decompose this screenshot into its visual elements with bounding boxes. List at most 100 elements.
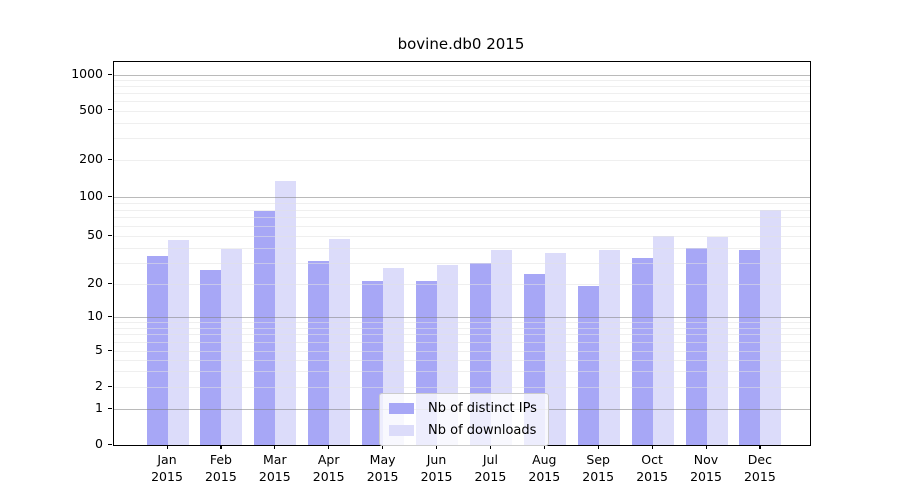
x-axis-tick-label: Feb 2015 [191,451,251,485]
legend-item-downloads: Nb of downloads [389,423,537,438]
x-tick-year: 2015 [151,469,183,484]
bar-distinct-ips-sep [577,286,599,445]
legend-label: Nb of downloads [428,423,537,438]
legend-item-distinct-ips: Nb of distinct IPs [389,401,537,416]
gridline-minor-300 [114,138,810,140]
bar-downloads-oct [652,236,674,445]
x-tick-month: Aug [532,452,557,467]
gridline-minor-900 [114,80,810,82]
x-axis-tick-label: May 2015 [353,451,413,485]
x-tick-month: Dec [747,452,772,467]
bar-downloads-feb [221,249,243,445]
x-tick-aug [543,445,545,449]
x-axis-tick-label: Apr 2015 [299,451,359,485]
legend-swatch-distinct-ips [389,403,414,414]
y-tick-200 [108,158,112,160]
y-axis-tick-label: 10 [87,308,103,323]
x-axis-tick-label: Dec 2015 [730,451,790,485]
x-tick-year: 2015 [743,469,776,484]
x-tick-mar [274,445,276,449]
bar-downloads-mar [275,180,297,445]
gridline-minor-700 [114,93,810,95]
gridline-major-1000 [114,75,810,76]
x-tick-month: Mar [263,452,287,467]
y-tick-20 [108,282,112,284]
gridline-minor-90 [114,202,810,204]
x-tick-month: Jul [482,452,498,467]
x-tick-year: 2015 [474,469,507,484]
x-tick-jan [166,445,168,449]
x-tick-dec [759,445,761,449]
chart-title: bovine.db0 2015 [397,35,525,53]
x-tick-sep [597,445,599,449]
x-tick-jun [436,445,438,449]
gridline-minor-400 [114,122,810,124]
x-tick-year: 2015 [312,469,345,484]
x-tick-year: 2015 [582,469,615,484]
y-axis-tick-label: 100 [79,188,103,203]
y-axis-tick-label: 1000 [71,66,103,81]
gridline-major-100 [114,197,810,198]
bar-distinct-ips-feb [200,270,222,445]
x-tick-may [382,445,384,449]
x-tick-month: Jan [157,452,177,467]
y-axis-tick-label: 2 [95,378,103,393]
x-axis-tick-label: Nov 2015 [676,451,736,485]
y-tick-1000 [108,73,112,75]
x-axis-tick-label: Oct 2015 [622,451,682,485]
x-tick-year: 2015 [636,469,668,484]
y-tick-1 [108,407,112,409]
bar-downloads-apr [329,239,351,445]
bar-distinct-ips-mar [254,210,276,445]
y-tick-0 [108,443,112,445]
y-axis-tick-label: 50 [87,227,103,242]
x-tick-feb [220,445,222,449]
x-tick-nov [705,445,707,449]
y-tick-10 [108,315,112,317]
x-tick-month: Feb [209,452,232,467]
bar-downloads-aug [544,253,566,445]
bar-distinct-ips-jan [146,256,168,445]
y-tick-2 [108,385,112,387]
x-axis-tick-label: Aug 2015 [514,451,574,485]
x-tick-month: Nov [693,452,719,467]
legend-label: Nb of distinct IPs [428,401,537,416]
x-tick-month: Jun [426,452,447,467]
legend: Nb of distinct IPs Nb of downloads [379,393,549,446]
gridline-minor-60 [114,225,810,227]
bar-downloads-jan [167,240,189,445]
y-tick-100 [108,195,112,197]
y-tick-5 [108,349,112,351]
x-tick-month: May [369,452,396,467]
gridline-minor-500 [114,110,810,112]
y-axis-tick-label: 1 [95,400,103,415]
x-axis-tick-label: Mar 2015 [245,451,305,485]
gridline-minor-70 [114,217,810,219]
bar-downloads-nov [706,237,728,445]
gridline-minor-600 [114,101,810,103]
y-axis-tick-label: 200 [79,151,103,166]
x-axis-tick-label: Jun 2015 [407,451,467,485]
y-axis-tick-label: 500 [79,101,103,117]
y-axis-tick-label: 5 [95,342,103,357]
bar-distinct-ips-apr [308,261,330,445]
x-tick-oct [651,445,653,449]
bar-downloads-dec [760,209,782,445]
x-tick-month: Sep [586,452,610,467]
x-tick-month: Oct [641,452,663,467]
y-axis-tick-label: 0 [95,436,103,451]
x-tick-year: 2015 [366,469,399,484]
y-tick-50 [108,234,112,236]
y-axis-tick-label: 20 [87,275,103,290]
legend-swatch-downloads [389,425,414,436]
x-tick-year: 2015 [690,469,722,484]
x-tick-month: Apr [317,452,340,467]
gridline-minor-200 [114,160,810,161]
y-tick-500 [108,109,112,111]
plot-area: Nb of distinct IPs Nb of downloads [113,61,811,446]
x-tick-year: 2015 [204,469,237,484]
bar-distinct-ips-nov [685,247,707,445]
bar-downloads-sep [598,250,620,445]
gridline-minor-800 [114,86,810,88]
